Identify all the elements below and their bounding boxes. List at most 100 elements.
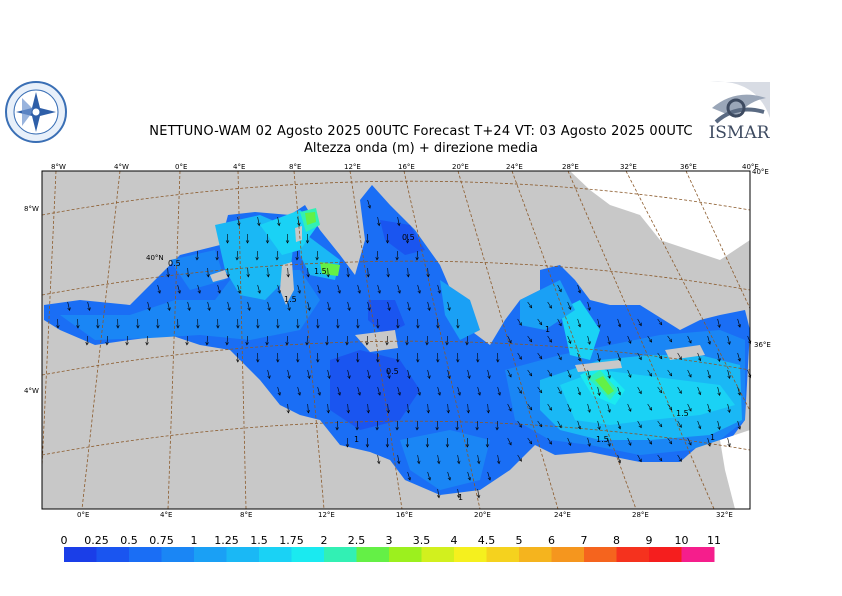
direction-arrow [437, 454, 440, 464]
direction-arrow-head [276, 359, 280, 363]
direction-arrow-head [568, 306, 572, 310]
direction-arrow [87, 301, 90, 311]
direction-arrow-head [125, 342, 129, 346]
direction-arrow-head [658, 355, 663, 360]
direction-arrow-head [607, 375, 611, 379]
direction-arrow [527, 335, 533, 343]
direction-arrow [517, 420, 522, 428]
direction-arrow-head [346, 274, 350, 278]
bottom-tick-label: 16°E [396, 511, 413, 519]
direction-arrow [507, 369, 512, 378]
direction-arrow [537, 352, 543, 359]
direction-arrow-head [518, 322, 522, 326]
direction-arrow [487, 369, 490, 379]
direction-arrow-head [486, 410, 490, 414]
direction-arrow-head [327, 307, 331, 311]
direction-arrow [717, 420, 720, 430]
legend-color-box [616, 547, 650, 562]
top-tick-label: 16°E [398, 163, 415, 171]
direction-arrow [367, 267, 369, 277]
legend-label: 9 [646, 534, 653, 547]
direction-arrow [527, 301, 533, 309]
direction-arrow-head [607, 341, 611, 345]
direction-arrow [327, 301, 330, 311]
contour-label: 1.5 [596, 435, 609, 444]
direction-arrow-head [607, 443, 611, 447]
direction-arrow-head [356, 325, 360, 329]
legend-color-box [421, 547, 455, 562]
direction-arrow-head [688, 340, 692, 344]
direction-arrow-head [737, 324, 741, 328]
direction-arrow-head [216, 325, 220, 329]
direction-arrow [507, 403, 512, 412]
direction-arrow-head [548, 373, 552, 377]
legend-color-box [324, 547, 357, 562]
direction-arrow-head [538, 355, 543, 360]
direction-arrow [396, 250, 398, 260]
direction-arrow-head [406, 274, 410, 278]
direction-arrow [447, 301, 450, 311]
direction-arrow-head [727, 409, 731, 413]
direction-arrow-head [638, 356, 642, 361]
direction-arrow-head [707, 443, 711, 447]
direction-arrow-head [306, 274, 310, 278]
direction-arrow-head [327, 375, 331, 380]
direction-arrow [497, 386, 501, 396]
contour-labels: 0.5 1.5 0.5 1.5 0.5 1 1 1.5 1.5 1 1 [168, 233, 715, 502]
direction-arrow-head [427, 375, 431, 380]
direction-arrow [476, 420, 478, 430]
direction-arrow-head [366, 410, 370, 414]
direction-arrow-head [365, 240, 370, 244]
legend-color-scale [64, 547, 715, 562]
direction-arrow-head [417, 392, 421, 396]
direction-arrow [657, 352, 663, 359]
direction-arrow-head [315, 257, 319, 261]
direction-arrow [547, 369, 552, 377]
direction-arrow-head [245, 342, 249, 346]
direction-arrow-head [628, 442, 632, 446]
direction-arrow-head [225, 240, 230, 244]
direction-arrow [407, 403, 409, 413]
direction-arrow-head [145, 342, 149, 346]
direction-arrow [247, 267, 249, 277]
direction-arrow [147, 301, 150, 311]
direction-arrow-head [277, 392, 281, 396]
direction-arrow-head [528, 338, 533, 343]
direction-arrow [727, 403, 730, 413]
direction-arrow-head [587, 375, 591, 379]
direction-arrow-head [597, 358, 601, 362]
direction-arrow [276, 250, 278, 260]
direction-arrow [207, 301, 210, 311]
direction-arrow [327, 403, 329, 413]
direction-arrow-head [366, 274, 370, 278]
top-tick-label: 8°W [51, 163, 66, 171]
legend-label: 4.5 [478, 534, 496, 547]
direction-arrow-head [376, 359, 380, 363]
direction-arrow-head [246, 274, 250, 278]
direction-arrow-head [345, 342, 349, 346]
direction-arrow-head [397, 392, 401, 396]
direction-arrow [387, 403, 389, 413]
direction-arrow-head [717, 426, 721, 430]
direction-arrow-head [267, 307, 271, 311]
direction-arrow [196, 250, 198, 260]
direction-arrow-head [257, 222, 261, 227]
direction-arrow [617, 352, 621, 361]
direction-arrow [327, 267, 329, 277]
direction-arrow-head [105, 342, 109, 346]
direction-arrow [627, 403, 632, 412]
direction-arrow-head [385, 342, 389, 346]
direction-arrow-head [707, 341, 711, 345]
direction-arrow-head [365, 342, 369, 346]
direction-arrow-head [658, 457, 663, 462]
direction-arrow-head [628, 408, 632, 412]
direction-arrow [487, 403, 489, 413]
direction-arrow [457, 386, 461, 396]
direction-arrow-head [316, 359, 320, 363]
direction-arrow-head [326, 274, 330, 278]
direction-arrow-head [386, 410, 390, 414]
left-ticks: 8°W 4°W [24, 205, 39, 395]
direction-arrow [687, 335, 692, 344]
direction-arrow [297, 386, 301, 396]
direction-arrow-head [558, 356, 562, 361]
